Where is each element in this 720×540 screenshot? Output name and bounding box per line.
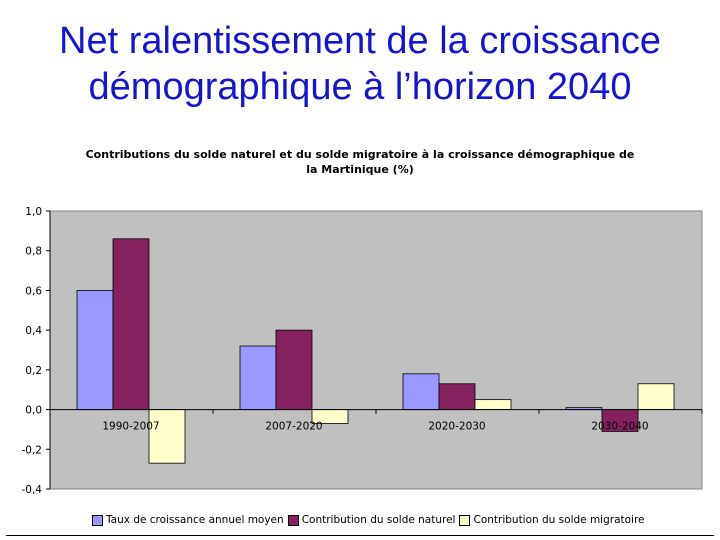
- y-tick-label: -0,4: [22, 484, 43, 496]
- bar-1-1990-2007: [76, 290, 114, 410]
- legend-swatch-taux: [92, 514, 103, 526]
- chart-title-line-1: Contributions du solde naturel et du sol…: [85, 148, 635, 161]
- bar-3-2020-2030: [474, 399, 512, 410]
- bar-1-2007-2020: [239, 345, 277, 410]
- y-tick-label: 1,0: [25, 206, 42, 218]
- slide-title-line-2: démographique à l’horizon 2040: [88, 66, 632, 108]
- x-category-label: 2007-2020: [265, 421, 322, 433]
- y-tick-label: -0,2: [22, 444, 43, 456]
- chart-title: Contributions du solde naturel et du sol…: [60, 147, 660, 177]
- bar-2-1990-2007: [112, 238, 150, 410]
- y-tick-label: 0,4: [25, 325, 42, 337]
- chart-title-line-2: la Martinique (%): [306, 163, 414, 176]
- y-tick-label: 0,6: [25, 285, 42, 297]
- legend-label-naturel: Contribution du solde naturel: [301, 514, 456, 526]
- x-category-label: 2030-2040: [591, 421, 648, 433]
- bar-2-2007-2020: [275, 329, 313, 410]
- legend-swatch-migratoire: [459, 514, 471, 526]
- legend-label-migratoire: Contribution du solde migratoire: [473, 514, 645, 526]
- y-tick-label: 0,8: [25, 246, 42, 258]
- x-category-label: 2020-2030: [428, 421, 485, 433]
- chart-legend: Taux de croissance annuel moyen Contribu…: [92, 513, 649, 527]
- legend-swatch-naturel: [287, 514, 299, 526]
- bar-3-2030-2040: [637, 383, 675, 410]
- legend-item-taux: Taux de croissance annuel moyen: [92, 514, 284, 526]
- bar-3-1990-2007: [148, 409, 186, 464]
- legend-item-migratoire: Contribution du solde migratoire: [459, 514, 645, 526]
- bar-1-2020-2030: [402, 373, 440, 410]
- slide-title-line-1: Net ralentissement de la croissance: [59, 20, 661, 62]
- legend-item-naturel: Contribution du solde naturel: [287, 514, 456, 526]
- y-tick-label: 0,0: [25, 405, 42, 417]
- legend-label-taux: Taux de croissance annuel moyen: [106, 514, 284, 526]
- bottom-rule: [6, 535, 714, 536]
- bar-2-2020-2030: [438, 383, 476, 410]
- y-tick-label: 0,2: [25, 365, 42, 377]
- x-category-label: 1990-2007: [102, 421, 159, 433]
- slide-title: Net ralentissement de la croissance démo…: [0, 18, 720, 110]
